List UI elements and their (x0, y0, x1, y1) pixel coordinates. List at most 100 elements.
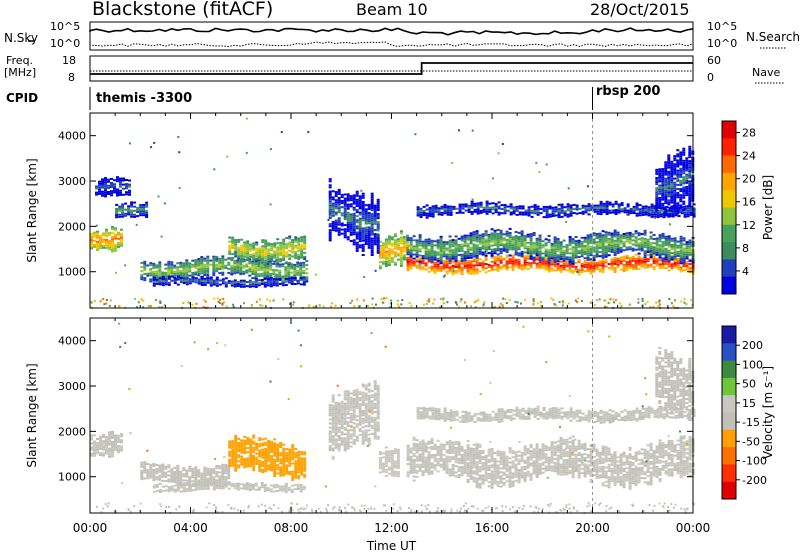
power-cell (331, 198, 335, 201)
velocity-cell (231, 464, 235, 467)
power-cell (508, 260, 512, 263)
power-speckle (454, 301, 457, 304)
velocity-cell (120, 441, 123, 444)
power-cell (545, 214, 549, 217)
power-cell (587, 209, 591, 212)
power-speckle (504, 298, 507, 300)
velocity-cell (276, 466, 280, 469)
power-cell (300, 246, 304, 249)
power-cell (535, 243, 539, 246)
velocity-cell (273, 450, 277, 453)
power-cell (688, 152, 692, 154)
power-cell (188, 278, 192, 281)
power-cell (559, 243, 563, 246)
power-cell (381, 242, 385, 245)
power-cell (673, 261, 677, 264)
power-cell (667, 249, 671, 252)
power-cell (121, 211, 125, 214)
power-cell (679, 182, 683, 184)
power-cell (358, 223, 362, 226)
velocity-cell (176, 475, 180, 478)
power-cell (523, 265, 527, 268)
power-cell (545, 212, 549, 215)
power-cell (282, 248, 286, 251)
power-cell (185, 269, 189, 272)
power-cell (445, 255, 449, 258)
power-cell (152, 284, 156, 287)
velocity-cell (161, 473, 165, 476)
power-cell (682, 186, 686, 189)
power-cell (393, 241, 397, 244)
cpid-segment-2: rbsp 200 (596, 84, 661, 99)
power-cell (248, 281, 252, 284)
velocity-cell (288, 473, 292, 475)
power-cell (478, 262, 482, 265)
velocity-cell (176, 487, 180, 490)
power-cell (616, 239, 620, 242)
power-speckle (159, 302, 162, 304)
velocity-cell (278, 485, 282, 488)
velocity-cell (228, 454, 232, 457)
velocity-cell (282, 460, 286, 462)
velocity-cell (264, 466, 268, 469)
power-cell (433, 250, 437, 253)
power-cell (445, 257, 449, 260)
power-cell (536, 211, 540, 214)
power-cell (278, 277, 282, 280)
power-cell (472, 247, 476, 250)
power-speckle (539, 304, 542, 307)
power-cell (269, 264, 273, 267)
power-cell (185, 279, 189, 282)
power-cell (302, 283, 306, 286)
power-cell (302, 261, 306, 264)
power-cell (556, 242, 560, 244)
power-cell (264, 259, 268, 262)
power-cell (635, 206, 639, 209)
power-cell (524, 211, 528, 214)
power-cell (587, 207, 591, 210)
velocity-cell (194, 476, 198, 479)
velocity-cell (273, 458, 277, 461)
power-cell (337, 233, 341, 236)
power-cell (266, 267, 270, 270)
power-speckle (473, 301, 476, 304)
velocity-cell (105, 446, 108, 449)
power-cell (530, 215, 534, 218)
power-cell (402, 258, 406, 261)
power-cell (105, 240, 108, 243)
power-cell (503, 204, 507, 206)
power-cell (572, 208, 576, 210)
power-cell (376, 229, 380, 232)
power-cell (655, 201, 659, 204)
power-cell (490, 236, 494, 239)
power-cell (284, 284, 288, 286)
power-noise (273, 275, 276, 278)
power-cell (424, 258, 428, 261)
power-cell (285, 261, 289, 264)
velocity-cell (249, 440, 253, 443)
velocity-cell (206, 471, 210, 474)
power-cell (568, 244, 572, 247)
velocity-cell (182, 473, 186, 476)
velocity-cell (270, 469, 274, 472)
power-cell (589, 254, 593, 257)
velocity-cell (282, 466, 286, 469)
power-speckle (362, 299, 365, 302)
power-cell (442, 243, 446, 246)
power-speckle (255, 300, 258, 303)
velocity-cell (239, 487, 243, 490)
power-cell (409, 237, 413, 240)
power-cell (517, 254, 521, 257)
power-cell (544, 244, 548, 247)
power-cell (409, 263, 413, 266)
power-cell (358, 234, 362, 236)
power-cell (364, 240, 368, 243)
power-cell (605, 206, 609, 209)
power-cell (302, 276, 306, 279)
power-cell (352, 243, 356, 246)
power-cell (233, 268, 237, 271)
power-cell (646, 258, 650, 261)
power-cell (396, 246, 400, 249)
velocity-cell (170, 468, 174, 471)
power-speckle (269, 300, 271, 303)
